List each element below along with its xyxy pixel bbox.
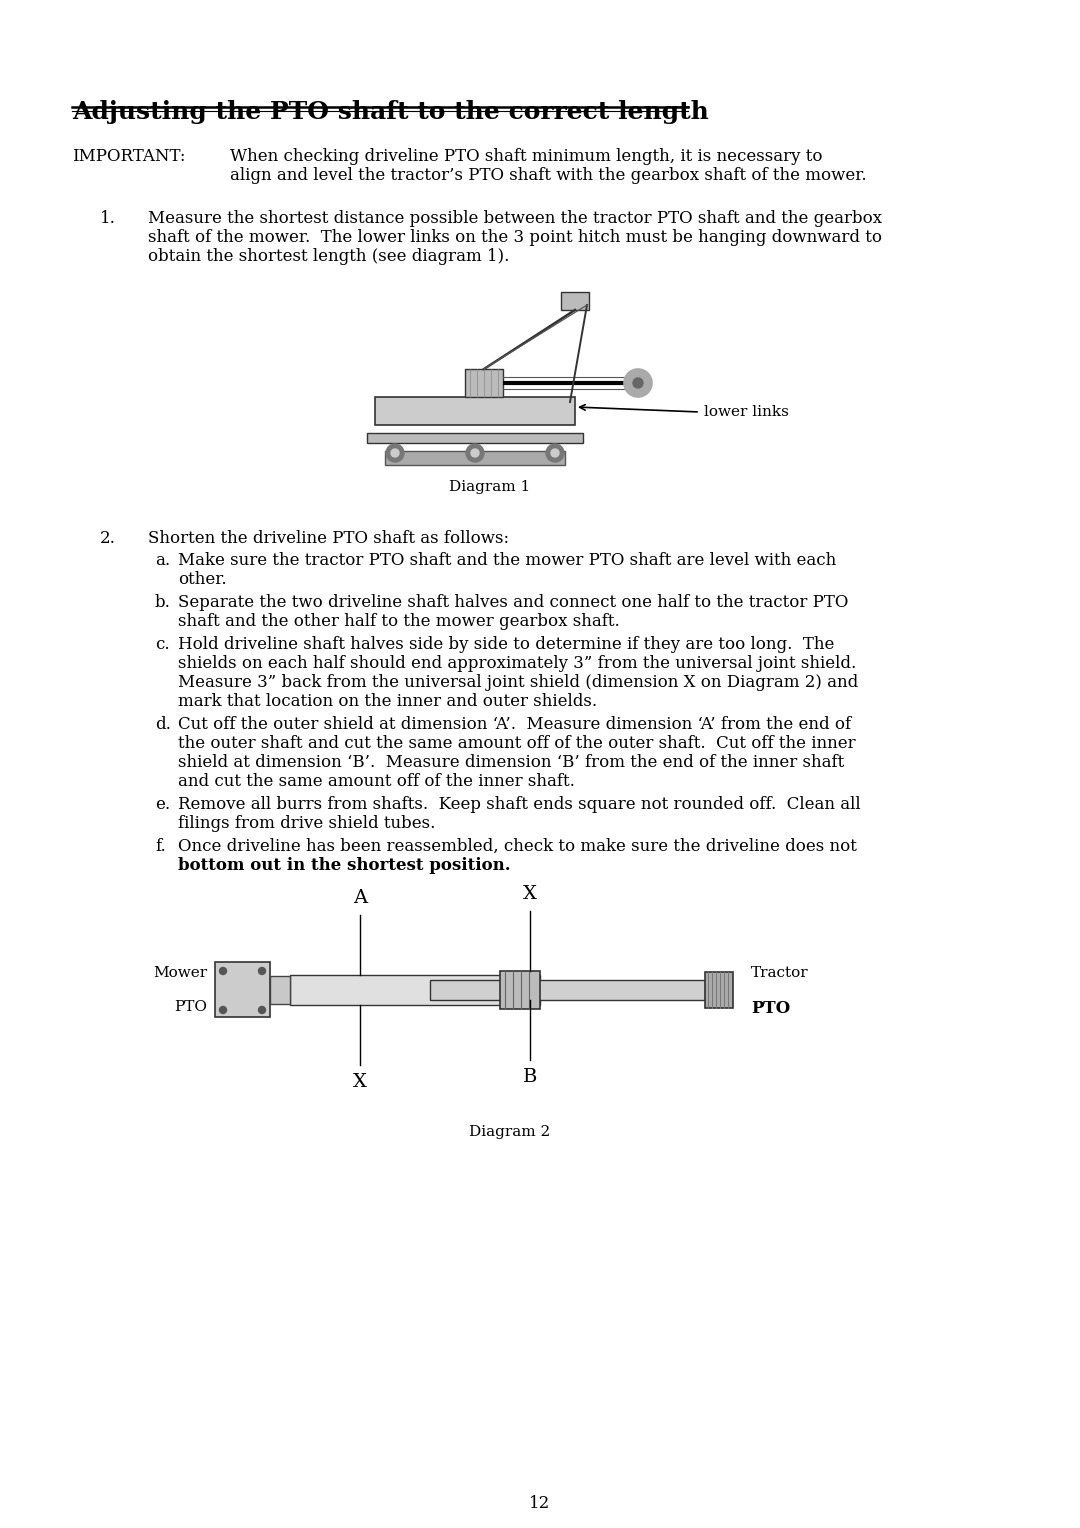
Text: the outer shaft and cut the same amount off of the outer shaft.  Cut off the inn: the outer shaft and cut the same amount … <box>178 735 855 752</box>
Bar <box>561 292 589 310</box>
Text: obtain the shortest length (see diagram 1).: obtain the shortest length (see diagram … <box>148 248 510 264</box>
Text: When checking driveline PTO shaft minimum length, it is necessary to: When checking driveline PTO shaft minimu… <box>230 148 823 165</box>
Text: filings from drive shield tubes.: filings from drive shield tubes. <box>178 814 435 833</box>
Text: a.: a. <box>156 552 171 568</box>
Text: Adjusting the PTO shaft to the correct length: Adjusting the PTO shaft to the correct l… <box>72 99 708 124</box>
Circle shape <box>551 449 559 457</box>
Text: Tractor: Tractor <box>751 966 809 979</box>
Circle shape <box>471 449 480 457</box>
Text: Separate the two driveline shaft halves and connect one half to the tractor PTO: Separate the two driveline shaft halves … <box>178 594 849 611</box>
Bar <box>270 976 291 1004</box>
Circle shape <box>219 1007 227 1013</box>
Text: other.: other. <box>178 571 227 588</box>
Bar <box>215 963 270 1018</box>
Bar <box>500 970 540 1008</box>
Text: 1.: 1. <box>100 209 116 228</box>
Text: f.: f. <box>156 837 165 856</box>
Text: lower links: lower links <box>704 405 788 419</box>
Bar <box>384 451 565 465</box>
Circle shape <box>258 1007 266 1013</box>
Text: b.: b. <box>156 594 171 611</box>
Circle shape <box>219 967 227 975</box>
Circle shape <box>546 445 564 461</box>
Bar <box>465 368 503 397</box>
Text: Measure 3” back from the universal joint shield (dimension X on Diagram 2) and: Measure 3” back from the universal joint… <box>178 674 859 691</box>
Text: IMPORTANT:: IMPORTANT: <box>72 148 186 165</box>
Text: Measure the shortest distance possible between the tractor PTO shaft and the gea: Measure the shortest distance possible b… <box>148 209 882 228</box>
Text: Mower: Mower <box>153 966 207 979</box>
Circle shape <box>258 967 266 975</box>
Bar <box>291 975 540 1005</box>
Text: Shorten the driveline PTO shaft as follows:: Shorten the driveline PTO shaft as follo… <box>148 530 509 547</box>
Text: Cut off the outer shield at dimension ‘A’.  Measure dimension ‘A’ from the end o: Cut off the outer shield at dimension ‘A… <box>178 717 851 733</box>
Bar <box>430 979 705 999</box>
Text: Make sure the tractor PTO shaft and the mower PTO shaft are level with each: Make sure the tractor PTO shaft and the … <box>178 552 836 568</box>
Bar <box>367 432 583 443</box>
Text: X: X <box>523 885 537 903</box>
Text: align and level the tractor’s PTO shaft with the gearbox shaft of the mower.: align and level the tractor’s PTO shaft … <box>230 167 866 183</box>
Text: Diagram 2: Diagram 2 <box>470 1125 551 1138</box>
Bar <box>375 397 575 425</box>
Circle shape <box>386 445 404 461</box>
Text: d.: d. <box>156 717 171 733</box>
Text: PTO: PTO <box>751 999 791 1018</box>
Text: bottom out in the shortest position.: bottom out in the shortest position. <box>178 857 511 874</box>
Text: c.: c. <box>156 636 170 652</box>
Text: e.: e. <box>156 796 171 813</box>
Circle shape <box>391 449 399 457</box>
Text: A: A <box>353 889 367 908</box>
Text: Once driveline has been reassembled, check to make sure the driveline does not: Once driveline has been reassembled, che… <box>178 837 856 856</box>
Text: PTO: PTO <box>174 999 207 1015</box>
Text: B: B <box>523 1068 537 1086</box>
Bar <box>705 972 733 1008</box>
Text: 12: 12 <box>529 1494 551 1513</box>
Text: X: X <box>353 1073 367 1091</box>
Circle shape <box>633 377 643 388</box>
Text: shields on each half should end approximately 3” from the universal joint shield: shields on each half should end approxim… <box>178 656 856 672</box>
Circle shape <box>465 445 484 461</box>
Text: Hold driveline shaft halves side by side to determine if they are too long.  The: Hold driveline shaft halves side by side… <box>178 636 835 652</box>
Text: shaft and the other half to the mower gearbox shaft.: shaft and the other half to the mower ge… <box>178 613 620 630</box>
Text: shaft of the mower.  The lower links on the 3 point hitch must be hanging downwa: shaft of the mower. The lower links on t… <box>148 229 882 246</box>
Text: mark that location on the inner and outer shields.: mark that location on the inner and oute… <box>178 694 597 711</box>
Text: 2.: 2. <box>100 530 116 547</box>
Circle shape <box>624 368 652 397</box>
Text: shield at dimension ‘B’.  Measure dimension ‘B’ from the end of the inner shaft: shield at dimension ‘B’. Measure dimensi… <box>178 753 845 772</box>
Text: and cut the same amount off of the inner shaft.: and cut the same amount off of the inner… <box>178 773 575 790</box>
Text: Remove all burrs from shafts.  Keep shaft ends square not rounded off.  Clean al: Remove all burrs from shafts. Keep shaft… <box>178 796 861 813</box>
Text: Diagram 1: Diagram 1 <box>449 480 530 494</box>
